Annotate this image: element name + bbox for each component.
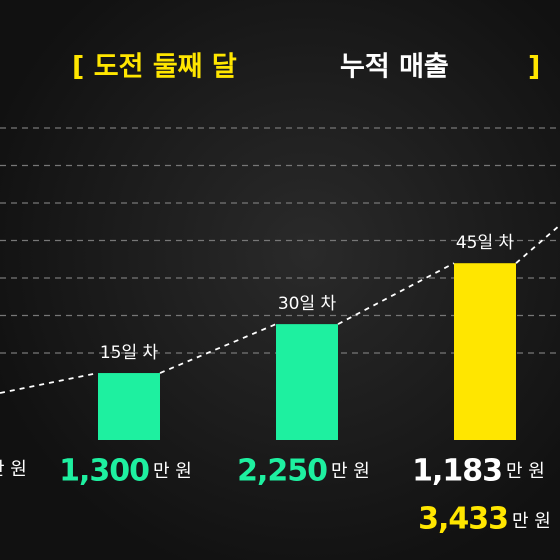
unit-label: 만 원: [0, 459, 27, 480]
title-part: [ 도전 둘째 달: [72, 52, 237, 83]
connector: [159, 323, 277, 374]
connector: [0, 372, 99, 394]
bar: [454, 263, 516, 440]
title-part: 누적 매출: [340, 52, 449, 83]
category-label: 15일 차: [100, 343, 159, 363]
value-label: 1,300: [59, 454, 149, 489]
unit-label: 만 원: [331, 461, 370, 482]
unit-label: 만 원: [506, 461, 545, 482]
value-label: 3,433: [418, 502, 508, 537]
title-part: ]: [528, 52, 540, 83]
bar: [98, 373, 160, 440]
bar: [276, 324, 338, 440]
connector: [337, 262, 455, 325]
increment-label: 1,183: [412, 454, 502, 489]
category-label: 30일 차: [278, 294, 337, 314]
unit-label: 만 원: [512, 511, 551, 532]
unit-label: 만 원: [153, 461, 192, 482]
value-label: 2,250: [237, 454, 327, 489]
category-label: 45일 차: [456, 233, 515, 253]
